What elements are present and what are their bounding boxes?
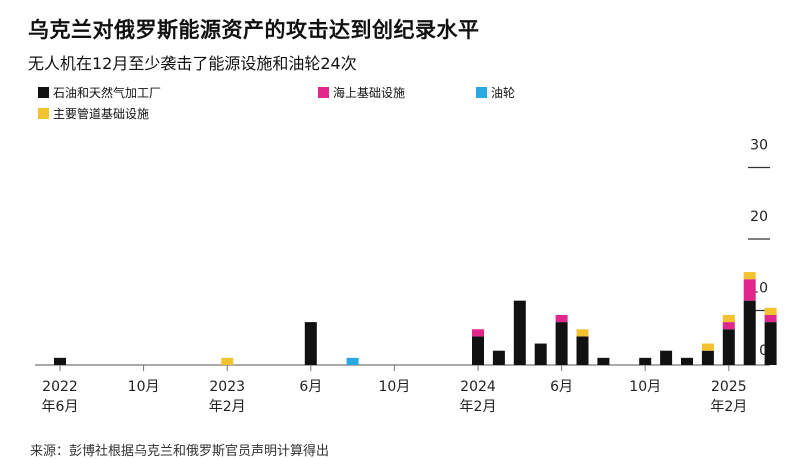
bar-segment-pipelines	[701, 343, 714, 351]
legend-swatch-tankers	[476, 87, 487, 98]
bar-segment-pipelines	[576, 329, 589, 337]
x-tick-label: 6月	[550, 379, 573, 395]
bar-segment-processing-plants	[764, 322, 777, 365]
bar-segment-offshore	[743, 279, 756, 301]
bar-segment-offshore	[722, 322, 735, 330]
legend-swatch-processing-plants	[38, 87, 49, 98]
bar-segment-processing-plants	[639, 357, 652, 365]
legend-swatch-offshore	[318, 87, 329, 98]
bar-segment-processing-plants	[660, 350, 673, 365]
bar-segment-processing-plants	[576, 336, 589, 365]
bar-segment-processing-plants	[555, 322, 568, 365]
legend-item-tankers: 油轮	[476, 84, 515, 101]
bar-segment-processing-plants	[54, 357, 66, 365]
legend-item-processing-plants: 石油和天然气加工厂	[38, 84, 161, 101]
legend-item-pipelines: 主要管道基础设施	[38, 105, 149, 122]
chart-title: 乌克兰对俄罗斯能源资产的攻击达到创纪录水平	[28, 18, 480, 42]
bar-segment-processing-plants	[492, 350, 505, 365]
legend-label: 主要管道基础设施	[53, 107, 150, 121]
bar-segment-pipelines	[221, 357, 234, 365]
x-tick-label-line2: 年2月	[209, 399, 246, 415]
bar-segment-processing-plants	[534, 343, 547, 365]
y-tick-label: 20	[750, 209, 768, 225]
bar-segment-processing-plants	[304, 322, 317, 365]
legend-label: 石油和天然气加工厂	[53, 86, 162, 100]
bar-segment-processing-plants	[472, 336, 484, 365]
y-tick-label: 0	[759, 343, 768, 359]
bar-segment-processing-plants	[681, 357, 693, 365]
x-tick-label: 6月	[299, 379, 322, 395]
legend-label: 油轮	[491, 86, 516, 100]
legend-item-offshore: 海上基础设施	[318, 84, 405, 101]
source-note: 来源：彭博社根据乌克兰和俄罗斯官员声明计算得出	[30, 444, 330, 459]
x-tick-label-line2: 年6月	[42, 399, 79, 415]
bar-segment-pipelines	[722, 314, 735, 323]
bar-segment-processing-plants	[743, 300, 756, 365]
bar-segment-processing-plants	[597, 357, 610, 365]
x-tick-label: 2025	[711, 379, 747, 395]
legend-swatch-pipelines	[38, 108, 49, 119]
bar-segment-pipelines	[743, 272, 756, 280]
bar-segment-processing-plants	[722, 329, 735, 365]
bar-segment-processing-plants	[513, 300, 526, 365]
bar-segment-tankers	[346, 357, 359, 365]
x-tick-label: 10月	[629, 379, 661, 395]
bar-segment-offshore	[472, 329, 484, 337]
y-tick-label: 30	[750, 138, 768, 154]
x-tick-label: 2024	[460, 379, 496, 395]
x-tick-label-line2: 年2月	[710, 399, 747, 415]
x-tick-label: 10月	[128, 379, 160, 395]
x-tick-label-line2: 年2月	[460, 399, 497, 415]
x-tick-label: 10月	[378, 379, 410, 395]
x-tick-label: 2023	[209, 379, 245, 395]
bar-segment-processing-plants	[701, 350, 714, 365]
x-tick-label: 2022	[42, 379, 78, 395]
bar-segment-offshore	[764, 314, 777, 323]
bar-segment-pipelines	[764, 307, 777, 315]
legend-label: 海上基础设施	[333, 86, 406, 100]
chart-subtitle: 无人机在12月至少袭击了能源设施和油轮24次	[28, 54, 357, 73]
bar-segment-offshore	[555, 314, 568, 323]
